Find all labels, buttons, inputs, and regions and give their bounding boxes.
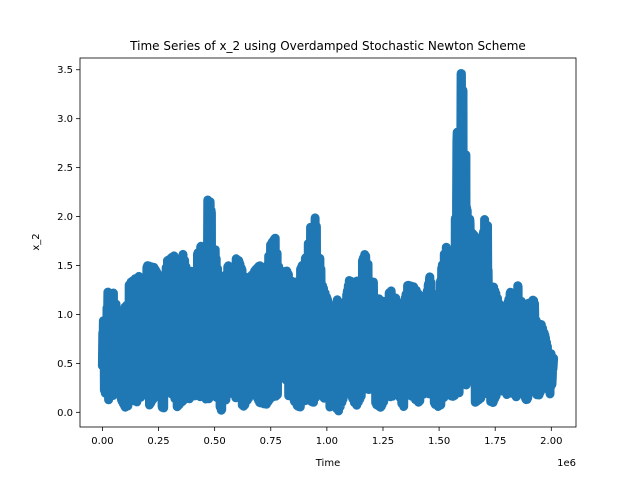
plot-area: [97, 69, 559, 416]
x-axis-title: Time: [315, 458, 340, 469]
x-axis-offset-label: 1e6: [557, 458, 576, 469]
y-tick-label: 2.5: [57, 163, 73, 174]
x-tick-label: 0.50: [204, 436, 226, 447]
y-tick-label: 1.0: [57, 310, 73, 321]
y-tick-label: 0.5: [57, 359, 73, 370]
y-tick-label: 3.0: [57, 114, 73, 125]
y-tick-label: 3.5: [57, 65, 73, 76]
series-line: [97, 69, 559, 416]
x-tick-label: 1.00: [316, 436, 338, 447]
x-axis-ticks: 0.00 0.25 0.50 0.75 1.00 1.25 1.50 1.75 2.00: [91, 427, 562, 447]
x-tick-label: 1.25: [372, 436, 394, 447]
x-tick-label: 0.75: [260, 436, 282, 447]
axes-frame: [79, 57, 577, 428]
y-tick-label: 2.0: [57, 212, 73, 223]
x-tick-label: 0.25: [147, 436, 169, 447]
x-tick-label: 1.50: [428, 436, 450, 447]
y-axis-title: x_2: [31, 233, 42, 250]
x-tick-label: 2.00: [540, 436, 562, 447]
x-tick-label: 1.75: [484, 436, 506, 447]
x-tick-label: 0.00: [91, 436, 113, 447]
y-tick-label: 1.5: [57, 261, 73, 272]
y-tick-label: 0.0: [57, 408, 73, 419]
y-axis-ticks: 0.0 0.5 1.0 1.5 2.0 2.5 3.0 3.5: [57, 65, 80, 419]
chart-title: Time Series of x_2 using Overdamped Stoc…: [129, 39, 526, 53]
